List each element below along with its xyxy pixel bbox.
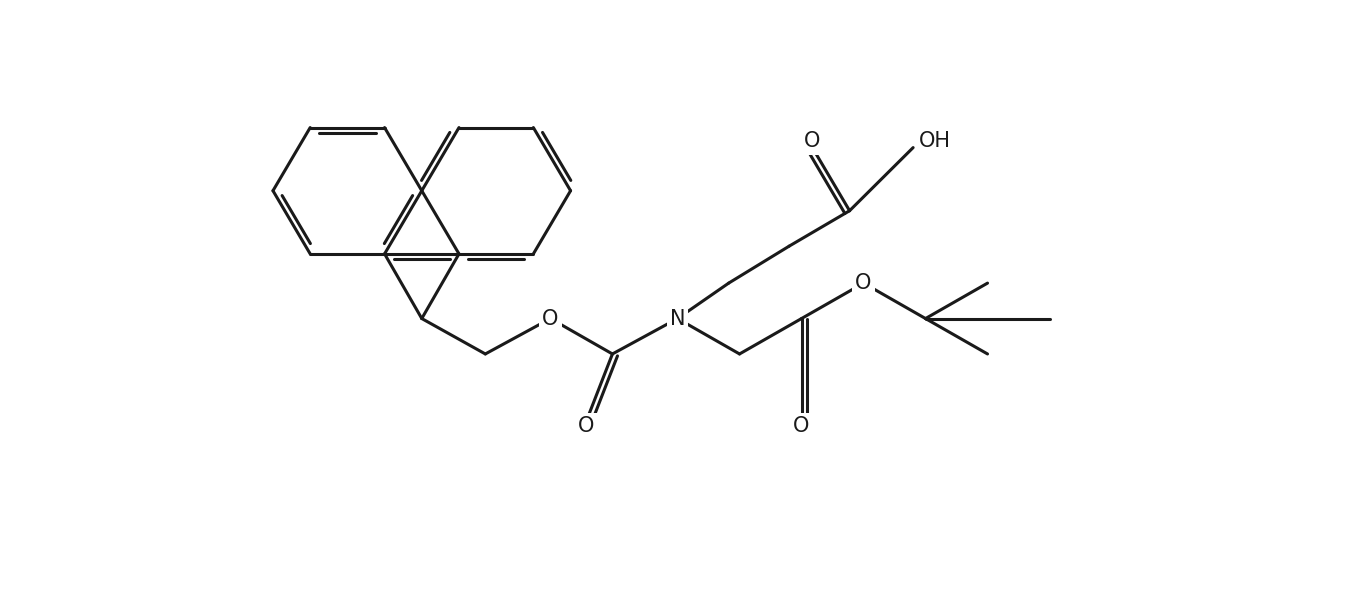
Text: O: O bbox=[855, 273, 871, 293]
Text: O: O bbox=[804, 131, 820, 152]
Text: O: O bbox=[793, 416, 809, 437]
Text: N: N bbox=[670, 309, 685, 328]
Text: O: O bbox=[578, 416, 594, 437]
Text: O: O bbox=[543, 309, 559, 328]
Text: OH: OH bbox=[919, 131, 951, 152]
